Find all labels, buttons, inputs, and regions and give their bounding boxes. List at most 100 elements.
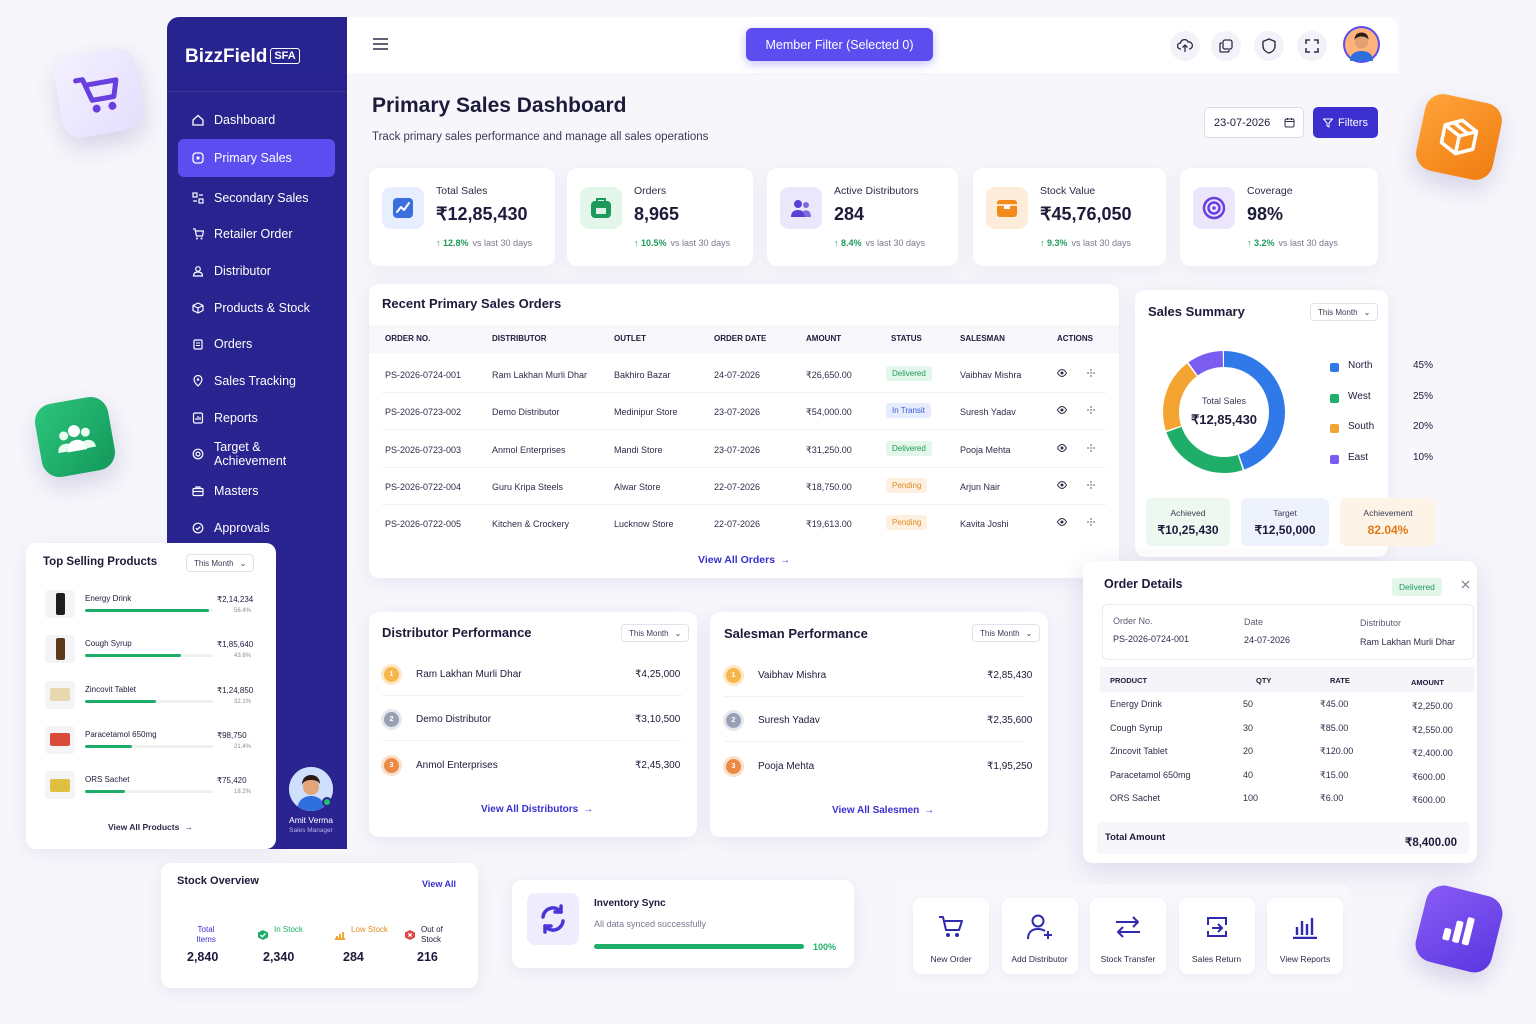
sidebar-item-dashboard[interactable]: Dashboard: [178, 101, 335, 139]
sales-summary-title: Sales Summary: [1148, 304, 1245, 319]
table-row[interactable]: PS-2026-0722-005 Kitchen & Crockery Luckno…: [369, 505, 1119, 542]
view-all-orders-link[interactable]: View All Orders →: [698, 554, 791, 566]
product-value: ₹2,14,234: [217, 595, 254, 604]
table-row[interactable]: PS-2026-0723-003 Anmol Enterprises Mandi S…: [369, 431, 1119, 468]
sales-return-button[interactable]: Sales Return: [1178, 898, 1255, 974]
donut-slice-north[interactable]: [1163, 351, 1285, 473]
kpi-card-total-sales[interactable]: Total Sales ₹12,85,430 ↑ 12.8% vs last 30 d…: [369, 168, 555, 266]
sidebar-item-products-stock[interactable]: Products & Stock: [178, 289, 335, 327]
donut-slice-south[interactable]: [1163, 351, 1285, 473]
more-actions-icon[interactable]: [1087, 369, 1095, 377]
table-row[interactable]: PS-2026-0722-004 Guru Kripa Steels Alwar S…: [369, 468, 1119, 505]
kpi-card-orders[interactable]: Orders 8,965 ↑ 10.5% vs last 30 days: [567, 168, 753, 266]
donut-slice-west[interactable]: [1163, 351, 1285, 473]
report-icon: [192, 412, 204, 424]
salesman-period-select[interactable]: This Month ⌄: [972, 624, 1041, 642]
performer-name[interactable]: Ram Lakhan Murli Dhar: [416, 669, 522, 680]
shield-icon[interactable]: [1254, 31, 1284, 61]
cell-outlet: Alwar Store: [614, 481, 661, 492]
new-order-button[interactable]: New Order: [913, 898, 989, 974]
sync-icon: [527, 893, 579, 945]
od-cell-product: Cough Syrup: [1110, 722, 1163, 733]
achievement-box: Achievement 82.04%: [1340, 498, 1436, 546]
kpi-card-active-distributors[interactable]: Active Distributors 284 ↑ 8.4% vs last 30 d…: [767, 168, 958, 266]
more-actions-icon[interactable]: [1087, 518, 1095, 527]
order-distributor: Ram Lakhan Murli Dhar: [1360, 637, 1456, 647]
performer-name[interactable]: Suresh Yadav: [758, 715, 820, 727]
top-products-period-select[interactable]: This Month ⌄: [186, 554, 255, 572]
kpi-card-coverage[interactable]: Coverage 98% ↑ 3.2% vs last 30 days: [1180, 168, 1378, 266]
view-all-products-link[interactable]: View All Products →: [108, 822, 193, 832]
arrow-up-icon: ↑: [1247, 238, 1255, 248]
od-cell-qty: 50: [1243, 699, 1254, 709]
date-picker[interactable]: 23-07-2026: [1204, 107, 1304, 138]
brand-logo[interactable]: BizzField SFA: [185, 46, 300, 68]
header-avatar[interactable]: [1343, 26, 1380, 63]
close-icon[interactable]: [1461, 580, 1470, 589]
sidebar-item-secondary-sales[interactable]: Secondary Sales: [178, 179, 335, 217]
fullscreen-icon[interactable]: [1297, 31, 1327, 61]
add-distributor-button[interactable]: Add Distributor: [1001, 898, 1078, 974]
performer-name[interactable]: Pooja Mehta: [758, 760, 815, 772]
sidebar-item-retailer-order[interactable]: Retailer Order: [178, 215, 335, 253]
filters-button[interactable]: Filters: [1313, 107, 1378, 138]
kpi-label: Total Sales: [436, 185, 488, 197]
view-eye-icon[interactable]: [1057, 443, 1067, 452]
briefcase-icon: [192, 485, 204, 497]
performer-name[interactable]: Demo Distributor: [416, 714, 492, 726]
rank-badge: 1: [384, 667, 399, 682]
kpi-card-stock-value[interactable]: Stock Value ₹45,76,050 ↑ 9.3% vs last 30 da…: [973, 168, 1166, 266]
sidebar-item-reports[interactable]: Reports: [178, 399, 335, 437]
cell-outlet: Mandi Store: [614, 444, 663, 455]
stock-transfer-button[interactable]: Stock Transfer: [1090, 898, 1166, 974]
legend-pct: 20%: [1413, 421, 1434, 433]
distributor-period-select[interactable]: This Month ⌄: [621, 624, 690, 642]
sidebar-item-distributor[interactable]: Distributor: [178, 252, 335, 290]
member-filter-button[interactable]: Member Filter (Selected 0): [746, 28, 933, 61]
hamburger-menu-icon[interactable]: [373, 38, 388, 50]
product-name: ORS Sachet: [85, 775, 130, 785]
table-row[interactable]: PS-2026-0724-001 Ram Lakhan Murli Dhar Bak…: [369, 356, 1119, 393]
rank-badge: 2: [726, 713, 741, 729]
view-all-salesmen-link[interactable]: View All Salesmen →: [832, 805, 935, 816]
copy-icon[interactable]: [1211, 31, 1241, 61]
rank-badge: 1: [726, 668, 741, 683]
more-actions-icon[interactable]: [1087, 406, 1095, 415]
view-eye-icon[interactable]: [1057, 518, 1067, 527]
kpi-delta: ↑ 8.4% vs last 30 days: [834, 238, 926, 248]
od-cell-product: Energy Drink: [1110, 699, 1163, 709]
performer-name[interactable]: Anmol Enterprises: [416, 759, 498, 771]
more-actions-icon[interactable]: [1087, 480, 1095, 489]
view-reports-button[interactable]: View Reports: [1267, 898, 1343, 974]
sidebar-item-target-achievement[interactable]: Target & Achievement: [178, 435, 335, 473]
od-table-row: Zincovit Tablet 20 ₹120.00 ₹2,400.00: [1100, 746, 1472, 768]
bar-chart-icon: [1291, 912, 1319, 942]
view-eye-icon[interactable]: [1057, 369, 1067, 377]
sidebar-item-primary-sales[interactable]: Primary Sales: [178, 139, 335, 177]
cell-dist: Guru Kripa Steels: [492, 481, 564, 492]
summary-period-select[interactable]: This Month ⌄: [1310, 303, 1379, 321]
performer-name[interactable]: Vaibhav Mishra: [758, 670, 827, 681]
table-row[interactable]: PS-2026-0723-002 Demo Distributor Medinipu…: [369, 393, 1119, 431]
view-all-distributors-link[interactable]: View All Distributors →: [481, 804, 594, 815]
view-eye-icon[interactable]: [1057, 480, 1067, 489]
od-cell-rate: ₹15.00: [1320, 769, 1349, 780]
sidebar-item-sales-tracking[interactable]: Sales Tracking: [178, 362, 335, 400]
product-name: Energy Drink: [85, 594, 132, 603]
stock-view-all-link[interactable]: View All: [422, 879, 457, 889]
order-status-badge: Delivered: [1392, 578, 1442, 596]
od-table-row: Energy Drink 50 ₹45.00 ₹2,250.00: [1100, 699, 1472, 721]
kpi-value: 8,965: [634, 204, 680, 224]
product-progress-track: [85, 699, 213, 703]
legend-pct: 10%: [1413, 452, 1434, 464]
sidebar-item-masters[interactable]: Masters: [178, 472, 335, 510]
sidebar-item-orders[interactable]: Orders: [178, 325, 335, 363]
sidebar-item-approvals[interactable]: Approvals: [178, 509, 335, 547]
cell-no: PS-2026-0723-003: [385, 444, 462, 455]
view-eye-icon[interactable]: [1057, 406, 1067, 415]
product-progress-fill: [85, 744, 133, 748]
users-icon: [192, 265, 204, 277]
cloud-sync-icon[interactable]: [1170, 31, 1200, 61]
sidebar-item-label: Orders: [214, 337, 253, 351]
more-actions-icon[interactable]: [1087, 443, 1095, 452]
